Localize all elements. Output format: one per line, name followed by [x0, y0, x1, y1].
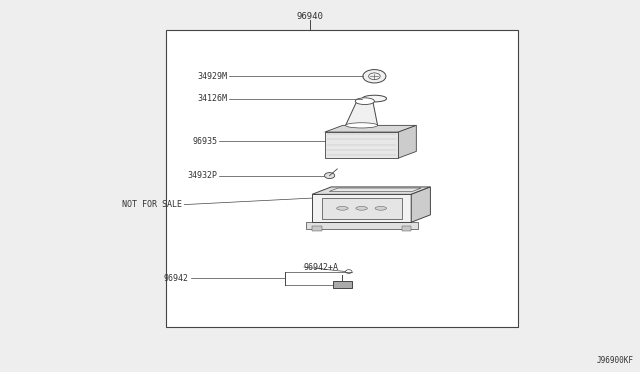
Bar — [312, 226, 322, 231]
Text: 96935: 96935 — [193, 137, 218, 146]
Circle shape — [324, 173, 335, 179]
Circle shape — [363, 70, 386, 83]
Bar — [322, 198, 402, 219]
Text: NOT FOR SALE: NOT FOR SALE — [122, 200, 182, 209]
Polygon shape — [312, 195, 412, 222]
Polygon shape — [306, 222, 418, 229]
Ellipse shape — [375, 206, 387, 210]
Bar — [166, 30, 518, 327]
Text: 96942+A: 96942+A — [304, 263, 339, 272]
Text: 34126M: 34126M — [197, 94, 227, 103]
Bar — [402, 226, 412, 231]
Ellipse shape — [346, 123, 378, 128]
Ellipse shape — [337, 206, 348, 210]
Polygon shape — [398, 125, 417, 158]
Text: 96942: 96942 — [164, 273, 189, 283]
Polygon shape — [312, 187, 431, 195]
Ellipse shape — [355, 98, 374, 105]
Polygon shape — [325, 132, 398, 158]
Polygon shape — [346, 101, 378, 125]
Polygon shape — [412, 187, 431, 222]
Bar — [333, 281, 352, 288]
Ellipse shape — [356, 206, 367, 210]
Text: 96940: 96940 — [297, 12, 324, 21]
Polygon shape — [330, 188, 421, 192]
Ellipse shape — [362, 95, 387, 102]
Text: 34932P: 34932P — [188, 171, 218, 180]
Polygon shape — [325, 125, 417, 132]
Text: J96900KF: J96900KF — [596, 356, 634, 365]
Text: 34929M: 34929M — [197, 72, 227, 81]
